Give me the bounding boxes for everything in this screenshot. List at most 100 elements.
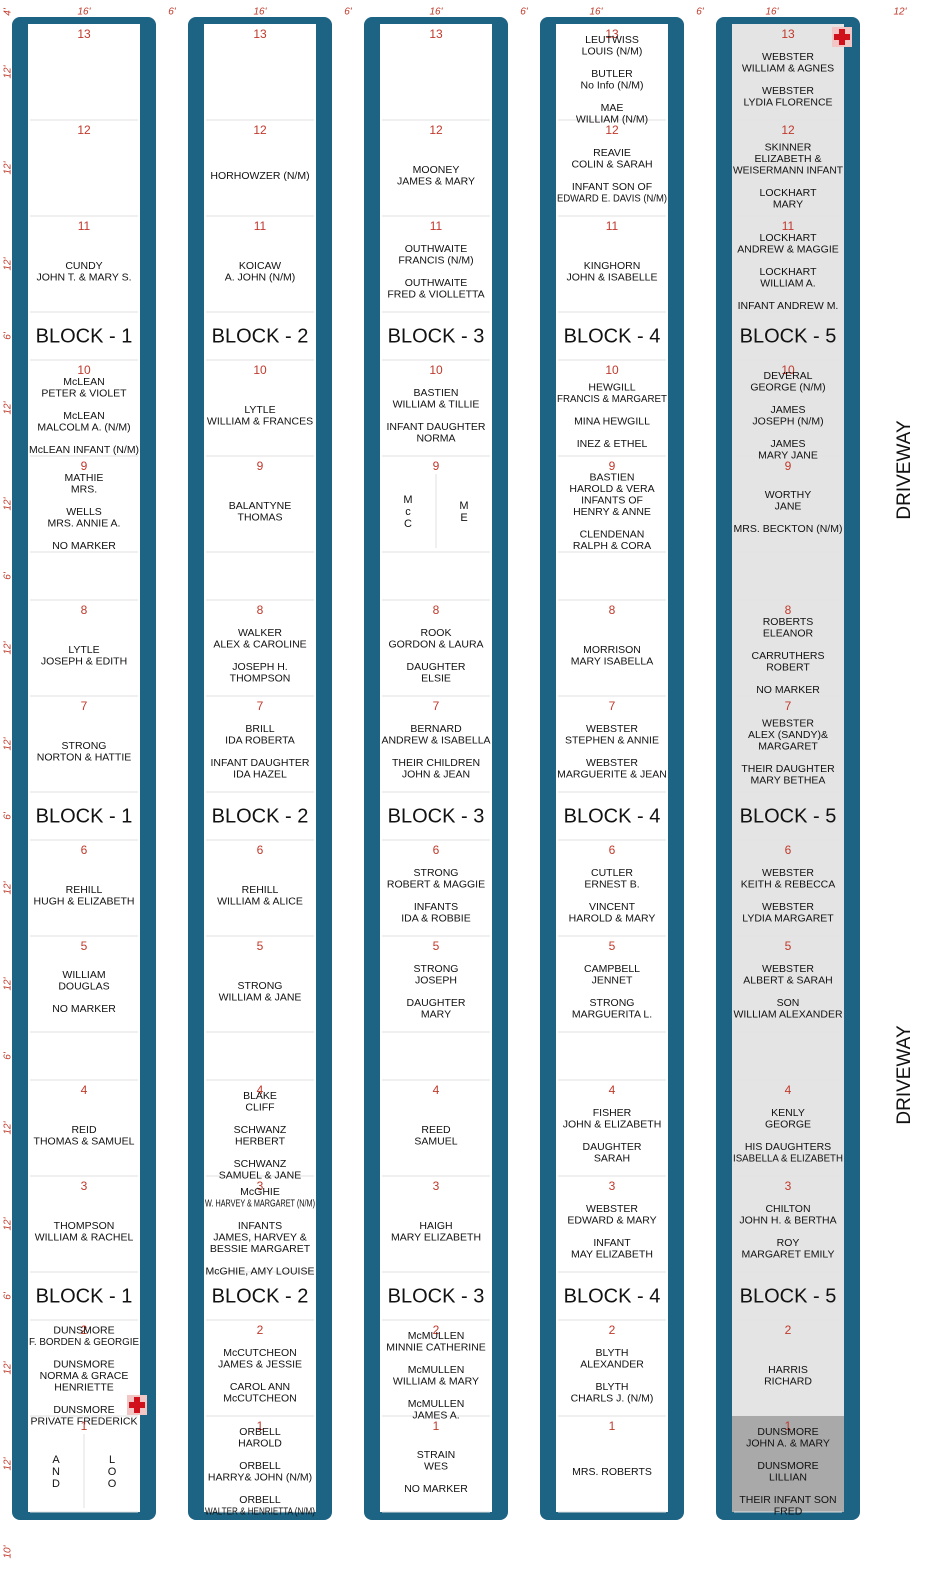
name-line: MARGARET xyxy=(758,740,818,752)
name-line: WEBSTER xyxy=(586,757,638,769)
dimension-label: 6' xyxy=(3,331,14,340)
dimension-label: 12' xyxy=(3,1216,14,1230)
dimension-label: 6' xyxy=(168,7,177,18)
name-line: HAROLD xyxy=(238,1438,282,1450)
name-line: STRONG xyxy=(414,963,459,975)
plot-number: 8 xyxy=(433,603,440,617)
name-line: FRED & VIOLLETTA xyxy=(387,289,484,301)
plot-number: 4 xyxy=(785,1083,792,1097)
name-line: WELLS xyxy=(66,506,102,518)
column-inner xyxy=(732,24,844,1512)
plot-number: 8 xyxy=(81,603,88,617)
plot-number: 10 xyxy=(77,363,91,377)
name-line: NORMA xyxy=(416,433,455,445)
name-line: M xyxy=(403,494,412,506)
name-line: LOCKHART xyxy=(760,266,818,278)
name-line: REHILL xyxy=(66,884,103,896)
name-line: ANDREW & MAGGIE xyxy=(737,243,839,255)
name-line: ROBERT xyxy=(766,661,810,673)
name-line: PETER & VIOLET xyxy=(41,387,127,399)
name-line: JAMES xyxy=(770,438,805,450)
name-line: WEBSTER xyxy=(586,723,638,735)
dimension-label: 12' xyxy=(3,880,14,894)
dimension-label: 6' xyxy=(3,571,14,580)
name-line: DEVERAL xyxy=(763,370,812,382)
name-line: BASTIEN xyxy=(590,472,635,484)
dimension-label: 10' xyxy=(3,1544,14,1558)
name-line: ROBERT & MAGGIE xyxy=(387,879,485,891)
block-label: BLOCK - 5 xyxy=(740,805,837,827)
name-line: MINA HEWGILL xyxy=(574,416,650,428)
name-line: SKINNER xyxy=(765,141,812,153)
name-line: HAIGH xyxy=(419,1220,452,1232)
dimension-label: 16' xyxy=(765,7,779,18)
plot: 13 xyxy=(382,27,490,121)
name-line: JAMES A. xyxy=(412,1410,459,1422)
name-line: WILLIAM & ALICE xyxy=(217,896,303,908)
plot-number: 5 xyxy=(785,939,792,953)
plot-number: 7 xyxy=(609,699,616,713)
name-line: ROOK xyxy=(421,627,452,639)
name-line: McLEAN xyxy=(63,376,104,388)
plot-number: 2 xyxy=(609,1323,616,1337)
name-line: WEBSTER xyxy=(762,963,814,975)
plot: 1 AND LOO xyxy=(30,1419,138,1513)
name-line: WILLIAM (N/M) xyxy=(576,114,648,126)
column-inner xyxy=(204,24,316,1512)
plot: 1 MRS. ROBERTS xyxy=(558,1419,666,1513)
block-label: BLOCK - 2 xyxy=(212,805,309,827)
name-line: JAMES, HARVEY & xyxy=(213,1232,307,1244)
dimension-label: 12' xyxy=(3,1456,14,1470)
name-line: McLEAN INFANT (N/M) xyxy=(29,444,139,456)
name-line: IDA HAZEL xyxy=(233,769,287,781)
name-line: EDWARD E. DAVIS (N/M) xyxy=(557,193,667,205)
name-line: INFANT ANDREW M. xyxy=(738,300,839,312)
marker-icon xyxy=(127,1395,147,1415)
plot-number: 3 xyxy=(609,1179,616,1193)
dimension-label: 6' xyxy=(344,7,353,18)
name-line: LYDIA FLORENCE xyxy=(743,97,832,109)
dimension-label: 6' xyxy=(3,1051,14,1060)
name-line: L xyxy=(109,1454,115,1466)
name-line: JOHN A. & MARY xyxy=(746,1438,830,1450)
name-line: SON xyxy=(777,997,800,1009)
name-line: WEBSTER xyxy=(762,717,814,729)
dimension-label: 6' xyxy=(3,1291,14,1300)
name-line: ISABELLA & ELIZABETH xyxy=(733,1153,843,1165)
name-line: GEORGE (N/M) xyxy=(750,382,825,394)
name-line: HORHOWZER (N/M) xyxy=(210,170,309,182)
plot: 13 xyxy=(206,27,314,121)
name-line: WILLIAM & RACHEL xyxy=(35,1232,134,1244)
name-line: MOONEY xyxy=(413,164,460,176)
name-line: WES xyxy=(424,1460,448,1472)
name-line: KEITH & REBECCA xyxy=(741,879,836,891)
name-line: DAUGHTER xyxy=(407,997,466,1009)
name-line: REID xyxy=(71,1124,97,1136)
name-line: FRED xyxy=(774,1506,803,1518)
name-line: IDA ROBERTA xyxy=(225,735,295,747)
plot-number: 5 xyxy=(81,939,88,953)
name-line: ROBERTS xyxy=(763,616,814,628)
plot-number: 13 xyxy=(605,27,619,41)
name-line: WEBSTER xyxy=(762,867,814,879)
plot-number: 13 xyxy=(253,27,267,41)
name-line: JOHN T. & MARY S. xyxy=(36,272,131,284)
name-line: JENNET xyxy=(592,975,633,987)
name-line: CLIFF xyxy=(245,1102,274,1114)
plot-number: 5 xyxy=(257,939,264,953)
plot-number: 1 xyxy=(81,1419,88,1433)
